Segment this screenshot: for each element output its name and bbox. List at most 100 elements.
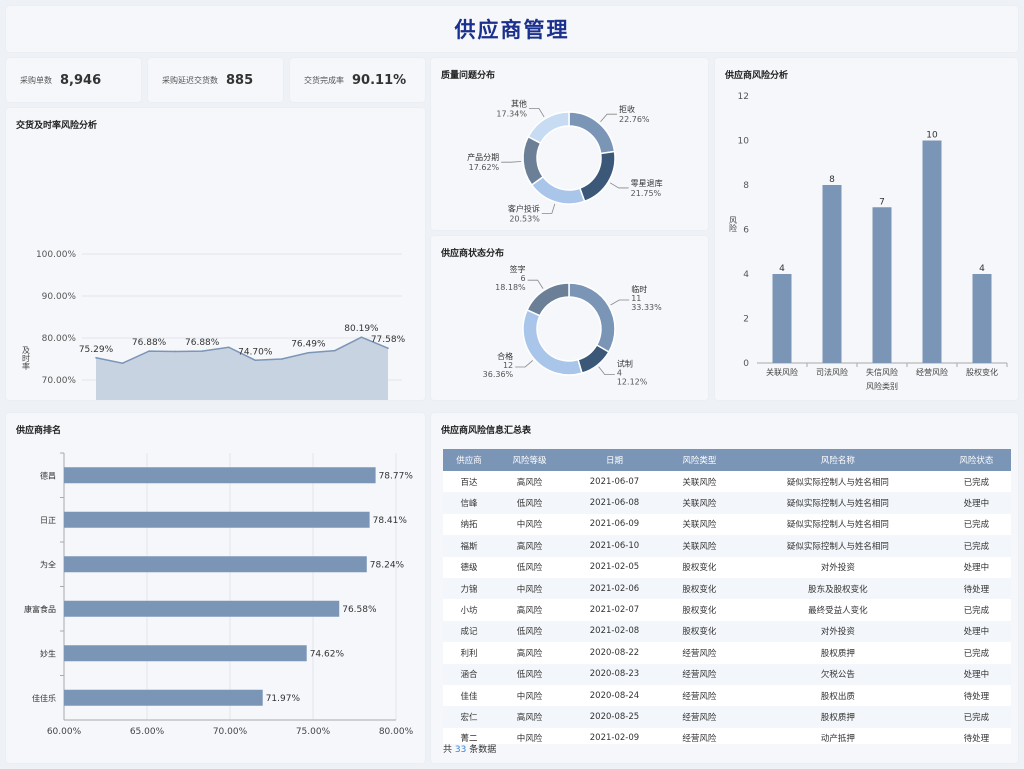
data-point — [227, 346, 230, 349]
table-row[interactable]: 小坊 高风险 2021-02-07 股权变化 最终受益人变化 已完成 — [443, 599, 1011, 621]
table-row[interactable]: 百达 高风险 2021-06-07 关联风险 疑似实际控制人与姓名相同 已完成 — [443, 471, 1011, 493]
table-row[interactable]: 福斯 高风险 2021-06-10 关联风险 疑似实际控制人与姓名相同 已完成 — [443, 535, 1011, 557]
data-label: 76.88% — [132, 338, 167, 348]
table-cell: 欠税公告 — [734, 663, 942, 685]
x-axis-label: 风险类别 — [866, 381, 898, 391]
table-cell: 关联风险 — [664, 471, 735, 493]
data-point — [387, 347, 389, 349]
table-cell: 利利 — [443, 642, 495, 664]
table-cell: 2021-06-08 — [564, 492, 665, 514]
table-cell: 中风险 — [494, 513, 565, 536]
table-cell: 处理中 — [941, 556, 1011, 578]
table-row[interactable]: 利利 高风险 2020-08-22 经营风险 股权质押 已完成 — [443, 642, 1011, 664]
delivery-panel-title: 交货及时率风险分析 — [16, 121, 98, 131]
table-cell: 对外投资 — [734, 620, 942, 643]
table-row[interactable]: 力锦 中风险 2021-02-06 股权变化 股东及股权变化 待处理 — [443, 577, 1011, 600]
column-header: 日期 — [564, 449, 665, 471]
ranking-panel: 供应商排名 60.00% 65.00% 70.00% 75.00% 80.00% 德昌 78… — [6, 413, 425, 763]
leader-line — [501, 161, 522, 163]
table-cell: 已完成 — [941, 471, 1011, 493]
donut-slice — [578, 150, 616, 203]
bar — [64, 556, 367, 573]
quality-panel: 质量问题分布 拒收 22.76% 零星退库 21.75% 客户投诉 20.53% 产品分期 1… — [431, 58, 708, 230]
leader-line — [515, 360, 533, 368]
table-cell: 力锦 — [443, 577, 495, 600]
table-cell: 关联风险 — [664, 513, 735, 536]
bar — [822, 185, 842, 363]
table-row[interactable]: 宏仁 高风险 2020-08-25 经营风险 股权质押 已完成 — [443, 706, 1011, 728]
ranking-bar-chart: 60.00% 65.00% 70.00% 75.00% 80.00% 德昌 78.77% 日正… — [24, 452, 414, 737]
column-header: 风险等级 — [494, 449, 565, 471]
table-cell: 德级 — [443, 556, 495, 578]
slice-percent: 12.12% — [617, 378, 648, 387]
x-tick-label: 75.00% — [296, 727, 331, 737]
table-cell: 中风险 — [494, 577, 565, 600]
table-row[interactable]: 信峰 低风险 2021-06-08 关联风险 疑似实际控制人与姓名相同 处理中 — [443, 492, 1011, 514]
bar-value-label: 78.41% — [373, 516, 408, 526]
table-cell: 疑似实际控制人与姓名相同 — [734, 471, 942, 493]
donut-slice — [568, 111, 616, 155]
table-row[interactable]: 德级 低风险 2021-02-05 股权变化 对外投资 处理中 — [443, 556, 1011, 578]
table-cell: 2021-02-08 — [564, 620, 665, 643]
x-tick-label: 60.00% — [47, 727, 82, 737]
kpi-label: 交货完成率 — [304, 75, 344, 85]
y-tick-label: 为全 — [40, 559, 56, 569]
slice-percent: 33.33% — [631, 303, 662, 312]
page-title: 供应商管理 — [454, 18, 570, 42]
y-tick-label: 佳佳乐 — [32, 693, 56, 703]
x-tick-label: 失信风险 — [866, 367, 898, 377]
data-point — [360, 336, 363, 339]
table-row[interactable]: 纳拓 中风险 2021-06-09 关联风险 疑似实际控制人与姓名相同 已完成 — [443, 513, 1011, 536]
slice-name: 客户投诉 — [508, 203, 540, 213]
bar-value-label: 71.97% — [266, 694, 301, 704]
column-header: 供应商 — [443, 449, 495, 471]
slice-percent: 21.75% — [631, 189, 662, 198]
quality-panel-title: 质量问题分布 — [441, 71, 496, 81]
table-cell: 2021-06-09 — [564, 513, 665, 536]
bar-value-label: 7 — [879, 197, 885, 207]
table-row[interactable]: 成记 低风险 2021-02-08 股权变化 对外投资 处理中 — [443, 620, 1011, 643]
slice-percent: 18.18% — [495, 283, 526, 292]
table-cell: 经营风险 — [664, 727, 735, 744]
table-cell: 股权变化 — [664, 620, 735, 643]
table-cell: 高风险 — [494, 599, 565, 621]
data-point — [334, 349, 336, 352]
bar — [64, 600, 340, 617]
table-header-row: 供应商 风险等级 日期 风险类型 风险名称 风险状态 — [443, 449, 1011, 471]
footer-count: 33 — [454, 745, 467, 755]
table-row[interactable]: 涵合 低风险 2020-08-23 经营风险 欠税公告 处理中 — [443, 663, 1011, 685]
table-cell: 最终受益人变化 — [734, 599, 942, 621]
table-cell: 高风险 — [494, 642, 565, 664]
risk-table-scroll[interactable]: 供应商 风险等级 日期 风险类型 风险名称 风险状态 百达 高风险 2021-06-07 关联风… — [443, 449, 1011, 744]
leader-line — [609, 182, 629, 189]
slice-count: 4 — [617, 369, 622, 378]
bar-value-label: 78.77% — [379, 471, 414, 481]
data-point — [254, 359, 257, 362]
leader-line — [541, 203, 556, 214]
table-cell: 对外投资 — [734, 556, 942, 578]
y-tick-label: 康富食品 — [24, 604, 56, 614]
data-point — [201, 350, 203, 352]
risk-table-title: 供应商风险信息汇总表 — [441, 426, 532, 436]
table-cell: 高风险 — [494, 535, 565, 557]
leader-line — [600, 113, 618, 123]
table-cell: 经营风险 — [664, 663, 735, 685]
data-point — [95, 356, 97, 359]
bar-value-label: 4 — [979, 264, 985, 274]
y-tick-label: 妙生 — [40, 648, 56, 658]
y-axis-label: 及时率 — [22, 346, 31, 371]
table-cell: 已完成 — [941, 599, 1011, 621]
risk-table-panel: 供应商风险信息汇总表 供应商 风险等级 日期 风险类型 风险名称 风险状态 百达 高风险 20… — [431, 413, 1018, 763]
table-row[interactable]: 佳佳 中风险 2020-08-24 经营风险 股权出质 待处理 — [443, 684, 1011, 707]
table-row[interactable]: 菁二 中风险 2021-02-09 经营风险 动产抵押 待处理 — [443, 727, 1011, 744]
table-cell: 中风险 — [494, 684, 565, 707]
bar-value-label: 10 — [926, 131, 938, 141]
slice-name: 零星退库 — [631, 178, 663, 188]
donut-slice — [530, 175, 586, 205]
table-cell: 2021-02-05 — [564, 556, 665, 578]
bar — [64, 645, 307, 662]
data-point — [281, 358, 283, 360]
slice-name: 合格 — [497, 351, 513, 361]
table-cell: 处理中 — [941, 663, 1011, 685]
